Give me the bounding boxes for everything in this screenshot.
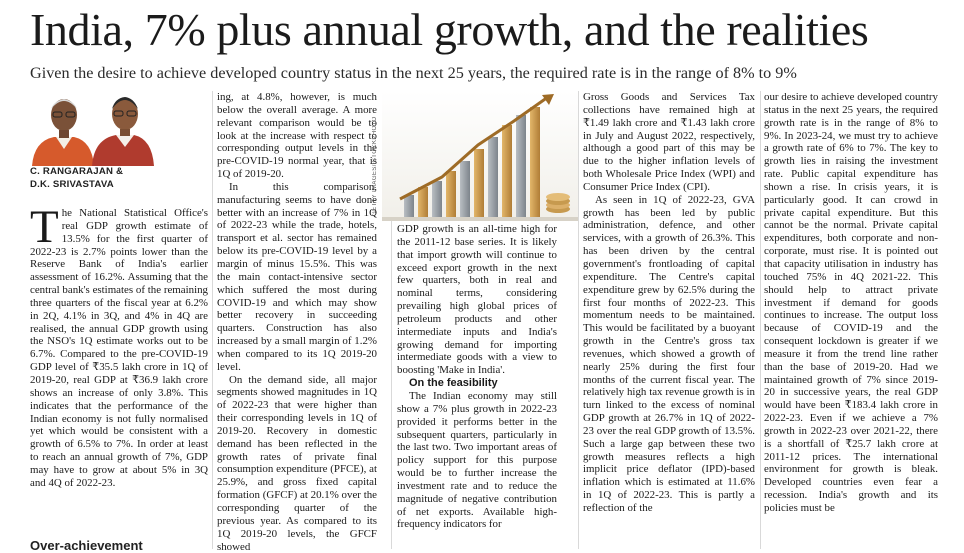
authors-photo — [30, 89, 154, 166]
author-name: C. RANGARAJAN & — [30, 166, 124, 177]
article-column-5: our desire to achieve developed country … — [764, 91, 938, 515]
article-column-2: ing, at 4.8%, however, is much below the… — [217, 91, 377, 553]
paragraph: our desire to achieve developed country … — [764, 91, 938, 514]
paragraph: GDP growth is an all-time high for the 2… — [397, 223, 557, 377]
headline: India, 7% plus annual growth, and the re… — [30, 4, 869, 55]
article-column-1: The National Statistical Office's real G… — [30, 201, 208, 490]
paragraph: The National Statistical Office's real G… — [30, 201, 208, 489]
article-column-3: GDP growth is an all-time high for the 2… — [397, 223, 557, 531]
byline: C. RANGARAJAN & D.K. SRIVASTAVA — [30, 165, 180, 191]
column-divider — [578, 91, 579, 549]
section-subhead: On the feasibility — [409, 377, 498, 390]
column-divider — [212, 91, 213, 549]
paragraph: As seen in 1Q of 2022-23, GVA growth has… — [583, 193, 755, 514]
paragraph: The Indian economy may still show a 7% p… — [397, 389, 557, 531]
paragraph: In this comparison, manufacturing seems … — [217, 180, 377, 373]
column-divider — [391, 91, 392, 549]
deck-subtitle: Given the desire to achieve developed co… — [30, 64, 797, 82]
paragraph: ing, at 4.8%, however, is much below the… — [217, 91, 377, 181]
photo-credit: GETTY IMAGES/ISTOCKPHOTO — [372, 116, 378, 216]
section-subhead: Over-achievement — [30, 538, 143, 553]
author-name: D.K. SRIVASTAVA — [30, 179, 114, 190]
column-divider — [760, 91, 761, 549]
paragraph: On the demand side, all major segments s… — [217, 373, 377, 553]
paragraph: Gross Goods and Services Tax collections… — [583, 91, 755, 193]
growth-illustration — [382, 91, 578, 221]
article-column-4: Gross Goods and Services Tax collections… — [583, 91, 755, 515]
